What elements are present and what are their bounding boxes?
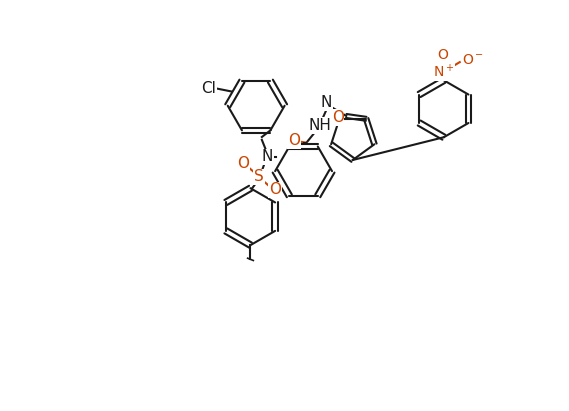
Text: O: O — [437, 48, 448, 62]
Text: O$^-$: O$^-$ — [462, 53, 484, 67]
Text: Cl: Cl — [201, 81, 216, 96]
Text: O: O — [332, 110, 344, 125]
Text: S: S — [254, 169, 264, 185]
Text: O: O — [237, 156, 249, 171]
Text: N: N — [262, 150, 273, 164]
Text: O: O — [288, 134, 300, 148]
Text: N$^+$: N$^+$ — [433, 63, 455, 81]
Text: NH: NH — [308, 118, 331, 133]
Text: N: N — [321, 95, 332, 111]
Text: O: O — [269, 182, 281, 197]
